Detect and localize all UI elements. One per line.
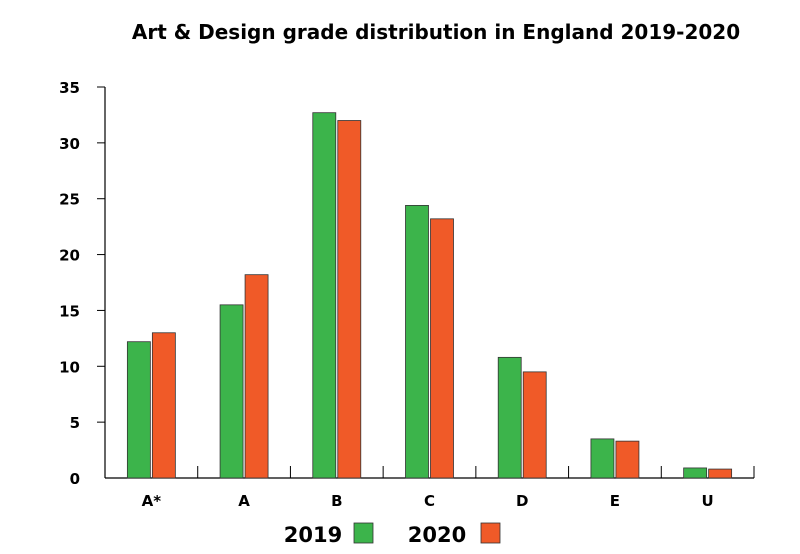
y-tick-label: 35	[59, 79, 80, 97]
bar-2019-A*	[126, 341, 151, 479]
bar-2019-E	[590, 438, 615, 479]
y-tick-label: 15	[59, 302, 80, 320]
legend-label-2020: 2020	[408, 523, 466, 547]
legend-label-2019: 2019	[284, 523, 342, 547]
bar-2019-D	[497, 356, 522, 479]
y-tick-label: 5	[70, 414, 80, 432]
x-tick-label: B	[331, 492, 342, 510]
y-tick-label: 25	[59, 191, 80, 209]
bar-2020-C	[430, 218, 454, 479]
bars	[126, 112, 733, 479]
bar-2020-A	[244, 274, 269, 479]
y-tick-label: 20	[59, 247, 80, 265]
chart-title: Art & Design grade distribution in Engla…	[132, 20, 740, 44]
bar-2020-U	[708, 468, 733, 479]
legend: 2019 2020	[284, 522, 501, 547]
bar-2020-B	[337, 120, 362, 479]
x-tick-label: D	[516, 492, 528, 510]
x-tick-label: U	[702, 492, 714, 510]
x-tick-label: E	[610, 492, 620, 510]
bar-2020-A*	[151, 332, 176, 479]
bar-2019-B	[312, 112, 337, 479]
bar-2020-D	[522, 371, 547, 479]
x-tick-label: A*	[142, 492, 162, 510]
y-tick-label: 30	[59, 135, 80, 153]
legend-swatch-2019	[353, 522, 374, 544]
bar-2019-A	[219, 304, 244, 479]
bar-2019-U	[683, 467, 708, 479]
bar-2019-C	[405, 205, 429, 479]
y-ticks: 0 5 10 15 20 25 30 35	[59, 79, 105, 488]
x-tick-label: C	[424, 492, 435, 510]
x-ticks: A* A B C D E U	[142, 466, 755, 510]
y-tick-label: 10	[59, 358, 80, 376]
bar-2020-E	[615, 440, 640, 479]
x-tick-label: A	[238, 492, 250, 510]
legend-swatch-2020	[480, 522, 501, 544]
y-tick-label: 0	[70, 470, 80, 488]
